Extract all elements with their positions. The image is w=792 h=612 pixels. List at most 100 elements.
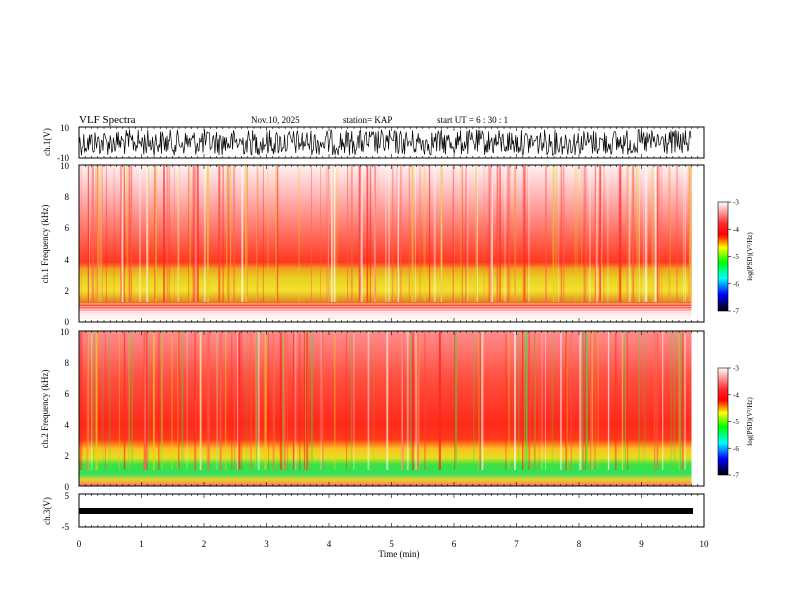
spectrogram-streak xyxy=(645,166,648,302)
spectrogram-streak xyxy=(524,332,526,470)
ch1-ytick-top: 10 xyxy=(60,123,70,133)
spectrogram-streak xyxy=(123,166,125,302)
spectrogram-streak xyxy=(582,332,584,470)
spectrogram-streak xyxy=(499,166,501,302)
colorbar-gradient xyxy=(717,367,729,476)
spectrogram-streak xyxy=(599,166,602,302)
spectrogram-streak xyxy=(246,332,248,470)
spectrogram-streak xyxy=(424,332,426,470)
spectrogram-streak xyxy=(268,332,269,470)
time-tick-label: 3 xyxy=(264,539,269,549)
spectrogram-streak xyxy=(189,166,191,302)
time-tick-label: 7 xyxy=(514,539,519,549)
spectrogram-streak xyxy=(581,166,583,302)
spectrogram-streak xyxy=(483,166,485,302)
ch2-spectrogram-panel: 0 2 4 6 8 10 ch.2 Frequency (kHz) xyxy=(40,327,705,492)
spectrogram-streak xyxy=(177,166,179,302)
spectrogram-streak xyxy=(475,166,477,302)
spectrogram-streak xyxy=(146,166,149,302)
spectrogram-streak xyxy=(320,332,322,470)
spectrogram-streak xyxy=(408,166,411,302)
spectrogram-streak xyxy=(651,166,654,302)
spectrogram-streak xyxy=(113,166,115,302)
spectrogram-streak xyxy=(410,332,412,470)
spectrogram-streak xyxy=(411,332,414,470)
spectrogram-streak xyxy=(626,332,629,470)
spectrogram-streak xyxy=(194,332,197,470)
spectrogram-streak xyxy=(145,332,148,470)
spectrogram-streak xyxy=(524,166,527,302)
spectrogram-streak xyxy=(591,332,593,470)
start-ut-label: start UT = 6 : 30 : 1 xyxy=(437,115,508,125)
spectrogram-streak xyxy=(99,166,101,302)
time-tick-label: 6 xyxy=(452,539,457,549)
ch1-ytick-2: 2 xyxy=(65,286,70,296)
spectrogram-streak xyxy=(181,332,184,470)
spectrogram-streak xyxy=(560,166,562,302)
spectrogram-streak xyxy=(233,166,236,302)
spectrogram-streak xyxy=(584,332,586,470)
ch1-spectrogram-streaks xyxy=(79,165,704,322)
spectrogram-streak xyxy=(96,166,98,302)
time-tick-label: 5 xyxy=(389,539,394,549)
spectrogram-streak xyxy=(334,332,336,470)
spectrogram-streak xyxy=(528,332,530,470)
spectrogram-streak xyxy=(160,332,163,470)
ch1-spectrogram-panel: 0 2 4 6 8 10 ch.1 Frequency (kHz) xyxy=(40,161,705,327)
spectrogram-streak xyxy=(311,166,312,302)
spectrogram-streak xyxy=(397,166,399,302)
spectrogram-streak xyxy=(660,166,663,302)
spectrogram-streak xyxy=(144,332,146,470)
spectrogram-streak xyxy=(642,166,644,302)
spectrogram-streak xyxy=(272,332,275,470)
spectrogram-streak xyxy=(619,166,622,302)
spectrogram-streak xyxy=(247,166,248,302)
time-tick-label: 1 xyxy=(139,539,144,549)
spectrogram-streak xyxy=(320,166,321,302)
spectrogram-streak xyxy=(454,166,455,302)
spectrogram-streak xyxy=(589,166,591,302)
spectrogram-streak xyxy=(455,332,458,470)
spectrogram-streak xyxy=(595,166,598,302)
spectrogram-streak xyxy=(101,166,103,302)
figure-title: VLF Spectra xyxy=(79,114,136,126)
spectrogram-streak xyxy=(219,332,222,470)
spectrogram-streak xyxy=(93,332,95,470)
ch2-spectrogram-streaks xyxy=(80,331,704,486)
spectrogram-streak xyxy=(385,166,387,302)
spectrogram-streak xyxy=(497,166,499,302)
spectrogram-streak xyxy=(123,332,126,470)
spectrogram-streak xyxy=(146,166,148,302)
spectrogram-streak xyxy=(414,166,416,302)
ch2-ytick-8: 8 xyxy=(65,358,70,368)
spectrogram-streak xyxy=(327,166,330,302)
spectrogram-streak xyxy=(505,332,507,470)
spectrogram-streak xyxy=(654,332,656,470)
spectrogram-streak xyxy=(327,166,329,302)
ch3-ytick-top: 5 xyxy=(65,491,70,501)
spectrogram-streak xyxy=(177,166,180,302)
spectrogram-streak xyxy=(411,166,414,302)
ch1-spectrogram-image xyxy=(79,165,693,322)
time-tick-label: 8 xyxy=(577,539,582,549)
spectrogram-streak xyxy=(644,332,646,470)
ch2-ytick-6: 6 xyxy=(65,389,70,399)
spectrogram-streak xyxy=(350,166,353,302)
spectrogram-streak xyxy=(311,332,313,470)
spectrogram-streak xyxy=(216,332,218,470)
spectrogram-streak xyxy=(128,166,131,302)
spectrogram-streak xyxy=(526,332,528,470)
spectrogram-streak xyxy=(441,166,443,302)
spectrogram-streak xyxy=(267,166,269,302)
spectrogram-streak xyxy=(507,166,509,302)
spectrogram-streak xyxy=(523,166,526,302)
spectrogram-streak xyxy=(326,166,328,302)
ch1-ytick-4: 4 xyxy=(65,255,70,265)
spectrogram-streak xyxy=(227,166,230,302)
spectrogram-streak xyxy=(144,332,146,470)
spectrogram-streak xyxy=(636,166,638,302)
ch2-ytick-2: 2 xyxy=(65,451,70,461)
time-tick-label: 2 xyxy=(202,539,207,549)
spectrogram-streak xyxy=(621,332,623,470)
colorbar-tick-label: -7 xyxy=(733,472,739,480)
